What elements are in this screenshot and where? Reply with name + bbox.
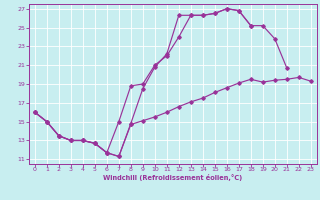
X-axis label: Windchill (Refroidissement éolien,°C): Windchill (Refroidissement éolien,°C) bbox=[103, 174, 243, 181]
